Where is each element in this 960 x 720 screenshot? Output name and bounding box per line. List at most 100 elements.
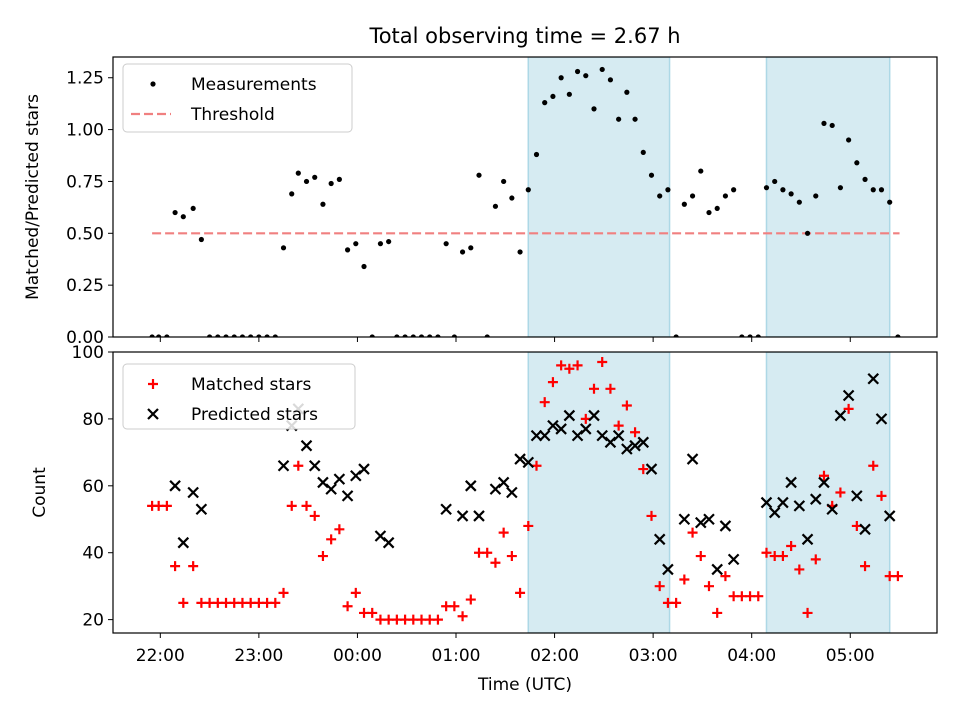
matched-star-point (482, 547, 493, 558)
matched-star-point (794, 564, 805, 575)
matched-star-point (712, 607, 723, 618)
y-axis-label: Count (30, 467, 50, 518)
measurement-point (402, 334, 408, 337)
matched-star-point (449, 601, 460, 612)
matched-star-point (588, 383, 599, 394)
measurement-point (870, 187, 876, 193)
predicted-star-point (325, 483, 337, 495)
measurement-point (689, 193, 696, 199)
measurement-point (772, 178, 778, 185)
matched-star-point (753, 591, 764, 602)
measurement-point (206, 334, 213, 337)
predicted-star-point (169, 480, 181, 492)
matched-star-point (188, 561, 199, 572)
measurement-point (509, 195, 515, 201)
predicted-star-point (686, 453, 699, 465)
predicted-star-point (563, 409, 576, 422)
predicted-star-point (341, 490, 354, 502)
measurement-point (410, 334, 416, 337)
matched-star-point (278, 587, 289, 598)
measurement-point (780, 187, 786, 193)
measurement-point (550, 93, 556, 100)
measurement-point (739, 334, 745, 337)
measurement-point (435, 334, 441, 337)
measurement-point (566, 91, 572, 97)
matched-star-point (613, 420, 624, 431)
matched-star-point (490, 557, 501, 568)
plot-frame (112, 351, 938, 634)
y-tick-label: 0.50 (66, 224, 104, 244)
predicted-star-point (456, 510, 469, 522)
measurement-point (427, 334, 433, 337)
measurement-point (320, 201, 326, 207)
matched-star-point (178, 597, 189, 608)
predicted-star-point (867, 372, 880, 385)
measurement-point (353, 241, 359, 247)
measurement-point (443, 241, 449, 247)
matched-star-point (621, 400, 632, 411)
predicted-star-point (473, 510, 485, 522)
y-tick-label: 0.75 (66, 172, 104, 192)
measurement-point (328, 180, 334, 187)
matched-star-point (432, 614, 443, 625)
measurement-point (854, 160, 860, 166)
measurement-point (223, 334, 229, 337)
measurement-point (484, 334, 490, 337)
y-tick-label: 0.00 (66, 328, 104, 348)
measurement-point (648, 172, 655, 178)
y-tick-label: 40 (82, 544, 104, 564)
predicted-star-point (653, 533, 666, 546)
measurement-point (862, 176, 868, 182)
x-tick-label: 01:00 (432, 646, 481, 666)
predicted-star-point (719, 520, 732, 532)
x-tick-label: 22:00 (136, 646, 185, 666)
predicted-star-point (760, 496, 773, 509)
x-tick-label: 02:00 (530, 646, 579, 666)
predicted-star-point (621, 443, 633, 455)
measurement-point (280, 245, 287, 251)
matched-star-point (597, 357, 608, 368)
measurement-point (172, 209, 178, 216)
measurement-point (377, 241, 384, 247)
predicted-star-point (514, 453, 526, 465)
measurement-point (418, 334, 425, 337)
matched-star-point (498, 527, 509, 538)
measurement-point (468, 245, 474, 251)
measurement-point (796, 199, 802, 205)
matched-star-point (687, 527, 698, 538)
measurement-point (574, 68, 581, 75)
measurement-point (846, 137, 852, 143)
measurement-point (198, 236, 204, 243)
measurement-point (665, 187, 671, 193)
measurement-point (525, 187, 531, 193)
measurement-point (722, 193, 729, 199)
measurement-point (344, 247, 351, 253)
plot-frame (112, 56, 938, 338)
predicted-star-point (333, 473, 346, 485)
predicted-star-point (883, 510, 896, 522)
predicted-star-point (785, 476, 797, 489)
predicted-star-point (859, 523, 871, 536)
measurement-point (149, 334, 155, 337)
legend-predicted-marker (147, 408, 159, 420)
legend-label: Predicted stars (191, 405, 318, 425)
measurement-point (829, 122, 835, 129)
matched-star-point (835, 487, 846, 498)
measurement-point (788, 191, 794, 197)
predicted-star-point (645, 463, 658, 475)
matched-star-point (720, 571, 731, 582)
predicted-star-point (555, 423, 567, 435)
plot-area (147, 352, 903, 633)
predicted-star-point (300, 439, 313, 452)
measurement-point (731, 187, 737, 193)
matched-star-point (802, 607, 813, 618)
x-tick-label: 00:00 (333, 646, 382, 666)
predicted-star-point (187, 486, 199, 499)
matched-star-point (810, 554, 821, 565)
predicted-star-point (358, 463, 370, 475)
matched-star-point (270, 597, 281, 608)
matched-star-point (695, 551, 706, 562)
predicted-star-point (777, 496, 789, 509)
measurement-point (492, 203, 499, 209)
predicted-star-point (711, 563, 723, 576)
